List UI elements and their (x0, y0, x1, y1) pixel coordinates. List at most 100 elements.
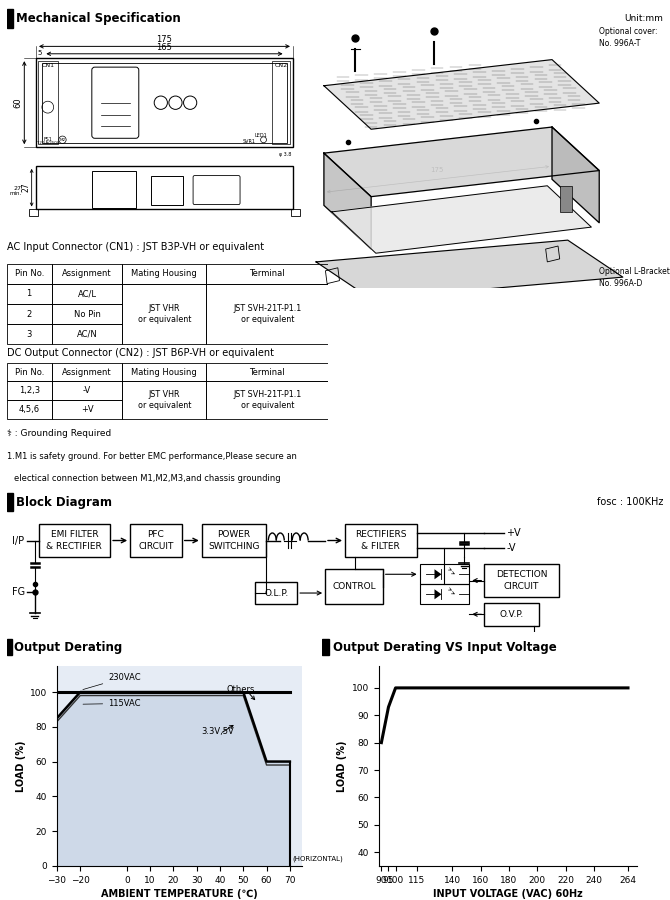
Bar (123, 382, 206, 418)
Text: JST SVH-21T-P1.1
or equivalent: JST SVH-21T-P1.1 or equivalent (233, 304, 302, 324)
Bar (52, 400, 123, 419)
Bar (202, 525, 267, 557)
Text: CN1: CN1 (42, 63, 54, 68)
Text: Block Diagram: Block Diagram (16, 496, 112, 508)
Bar (7, 284, 52, 304)
Text: 230VAC: 230VAC (83, 673, 141, 689)
Bar (484, 603, 539, 625)
Bar (255, 581, 297, 604)
Bar (38, 61, 58, 144)
Text: O.L.P.: O.L.P. (264, 589, 288, 598)
Text: 175: 175 (431, 166, 444, 173)
Bar (36, 58, 293, 148)
Text: Pin No.: Pin No. (15, 269, 44, 278)
Text: Unit:mm: Unit:mm (624, 14, 663, 23)
Text: +V: +V (81, 405, 93, 414)
Bar (52, 304, 123, 324)
Bar (291, 210, 300, 216)
Bar (560, 185, 572, 211)
Bar (42, 63, 287, 143)
X-axis label: INPUT VOLTAGE (VAC) 60Hz: INPUT VOLTAGE (VAC) 60Hz (433, 888, 582, 899)
Text: Assignment: Assignment (62, 367, 112, 376)
Bar (7, 304, 52, 324)
Text: O.V.P.: O.V.P. (499, 610, 524, 619)
X-axis label: AMBIENT TEMPERATURE (℃): AMBIENT TEMPERATURE (℃) (101, 888, 257, 899)
Bar (36, 166, 293, 210)
Text: 4,5,6: 4,5,6 (19, 405, 40, 414)
Text: Others: Others (227, 685, 255, 694)
Text: JST VHR
or equivalent: JST VHR or equivalent (137, 304, 191, 324)
Polygon shape (324, 127, 599, 197)
Text: 175: 175 (157, 35, 172, 44)
Text: 60: 60 (14, 97, 23, 108)
Text: 1: 1 (27, 290, 32, 299)
Text: electical connection between M1,M2,M3,and chassis grounding: electical connection between M1,M2,M3,an… (14, 474, 281, 483)
Bar (7, 493, 13, 511)
Text: JST VHR
or equivalent: JST VHR or equivalent (137, 390, 191, 410)
Bar (206, 284, 328, 345)
Bar (206, 363, 328, 382)
Text: LED1: LED1 (254, 133, 267, 138)
Bar (52, 382, 123, 400)
Bar (92, 171, 136, 208)
Bar (419, 564, 469, 584)
Text: JST SVH-21T-P1.1
or equivalent: JST SVH-21T-P1.1 or equivalent (233, 390, 302, 410)
Bar (322, 639, 329, 655)
Bar (7, 324, 52, 345)
Text: 165: 165 (157, 43, 172, 52)
Text: Terminal: Terminal (249, 269, 285, 278)
Bar (130, 525, 182, 557)
Polygon shape (332, 185, 592, 253)
Text: Optional L-Bracket:
No. 996A-D: Optional L-Bracket: No. 996A-D (599, 266, 670, 287)
Bar (272, 61, 290, 144)
Y-axis label: LOAD (%): LOAD (%) (338, 740, 348, 792)
Text: 1.M1 is safety ground. For better EMC performance,Please secure an: 1.M1 is safety ground. For better EMC pe… (7, 453, 297, 462)
Text: 27: 27 (21, 183, 30, 193)
Text: AC/L: AC/L (78, 290, 96, 299)
Bar (484, 564, 559, 597)
Text: I/P: I/P (11, 536, 24, 545)
Text: AC/N: AC/N (77, 329, 97, 338)
Polygon shape (316, 240, 623, 299)
Text: DETECTION
CIRCUIT: DETECTION CIRCUIT (496, 570, 547, 591)
Text: fosc : 100KHz: fosc : 100KHz (597, 497, 663, 508)
Text: Optional cover:
No. 996A-T: Optional cover: No. 996A-T (599, 28, 658, 49)
Text: Output Derating: Output Derating (15, 641, 123, 653)
Bar (206, 382, 328, 418)
Polygon shape (324, 59, 599, 130)
Text: Assignment: Assignment (62, 269, 112, 278)
Bar (123, 363, 206, 382)
Polygon shape (324, 153, 371, 249)
Bar (7, 10, 13, 28)
Text: PFC
CIRCUIT: PFC CIRCUIT (138, 530, 174, 551)
Text: 27: 27 (13, 186, 21, 191)
Bar (39, 525, 110, 557)
Bar (325, 570, 383, 604)
Text: 3: 3 (27, 329, 32, 338)
Bar (52, 363, 123, 382)
Polygon shape (57, 692, 290, 866)
Bar (326, 268, 340, 284)
Text: POWER
SWITCHING: POWER SWITCHING (208, 530, 260, 551)
Text: Pin No.: Pin No. (15, 367, 44, 376)
Text: CN2: CN2 (275, 63, 287, 68)
Y-axis label: LOAD (%): LOAD (%) (16, 740, 26, 792)
Text: Mechanical Specification: Mechanical Specification (16, 13, 181, 25)
Text: Terminal: Terminal (249, 367, 285, 376)
Bar (151, 176, 183, 204)
Text: -V: -V (83, 386, 91, 395)
Bar (7, 400, 52, 419)
Text: 2: 2 (27, 310, 32, 319)
Bar (52, 284, 123, 304)
Bar (7, 264, 52, 284)
Text: min.: min. (9, 191, 21, 196)
Text: Output Derating VS Input Voltage: Output Derating VS Input Voltage (333, 641, 557, 653)
Bar (7, 639, 12, 655)
Text: 5: 5 (38, 50, 42, 56)
Text: FG: FG (11, 587, 25, 597)
Bar (7, 363, 52, 382)
Bar (52, 324, 123, 345)
Bar (206, 264, 328, 284)
Text: Mating Housing: Mating Housing (131, 269, 197, 278)
Bar (545, 246, 559, 262)
